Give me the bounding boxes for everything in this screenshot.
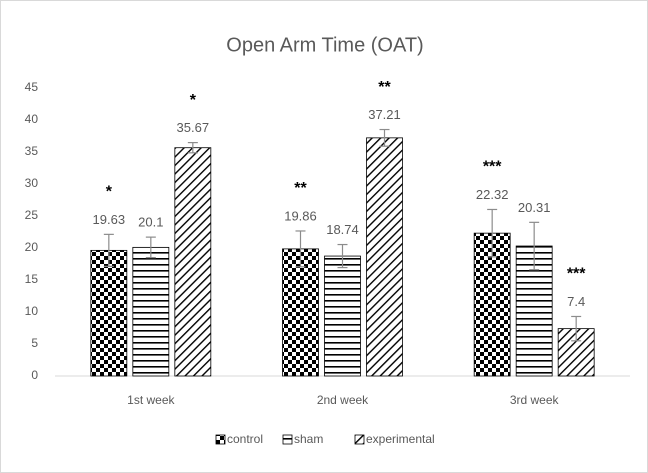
y-tick-label: 40	[25, 112, 39, 126]
y-tick-label: 30	[25, 176, 39, 190]
x-tick-label: 2nd week	[317, 393, 369, 407]
y-tick-label: 35	[25, 144, 39, 158]
bar	[90, 249, 128, 377]
data-label: 37.21	[368, 107, 401, 122]
bar	[366, 137, 403, 377]
y-tick-label: 25	[25, 208, 39, 222]
legend-label: experimental	[366, 432, 435, 446]
bar	[132, 246, 170, 377]
data-label: 7.4	[567, 294, 585, 309]
error-bar	[187, 141, 198, 154]
y-tick-label: 15	[25, 272, 39, 286]
data-label: 35.67	[177, 120, 210, 135]
significance-mark: ***	[483, 159, 502, 176]
bar	[282, 248, 319, 377]
significance-mark: **	[378, 79, 391, 96]
significance-mark: ***	[567, 266, 586, 283]
data-label: 22.32	[476, 187, 509, 202]
y-tick-label: 10	[25, 304, 39, 318]
error-bar	[529, 221, 540, 271]
legend-label: sham	[294, 432, 323, 446]
y-tick-label: 20	[25, 240, 39, 254]
significance-mark: *	[190, 92, 197, 109]
bar	[174, 147, 212, 377]
x-tick-label: 3rd week	[510, 393, 560, 407]
y-tick-label: 0	[31, 368, 38, 382]
error-bar	[295, 230, 306, 268]
significance-mark: *	[106, 184, 113, 201]
legend-swatch	[354, 434, 365, 445]
y-tick-label: 5	[31, 336, 38, 350]
legend-swatch	[282, 434, 293, 445]
bar	[324, 255, 361, 377]
data-label: 19.86	[284, 208, 317, 223]
x-tick-label: 1st week	[127, 393, 175, 407]
legend-swatch	[215, 434, 226, 445]
error-bar	[379, 128, 390, 147]
data-label: 19.63	[93, 212, 126, 227]
data-label: 20.1	[138, 215, 163, 230]
error-bar	[571, 315, 582, 342]
chart-title: Open Arm Time (OAT)	[226, 34, 423, 56]
error-bar	[337, 243, 348, 269]
y-tick-label: 45	[25, 80, 39, 94]
data-label: 18.74	[326, 222, 359, 237]
significance-mark: **	[294, 180, 307, 197]
data-label: 20.31	[518, 200, 551, 215]
legend-label: control	[227, 432, 263, 446]
error-bar	[487, 208, 498, 258]
error-bar	[103, 233, 114, 267]
error-bar	[145, 236, 156, 259]
